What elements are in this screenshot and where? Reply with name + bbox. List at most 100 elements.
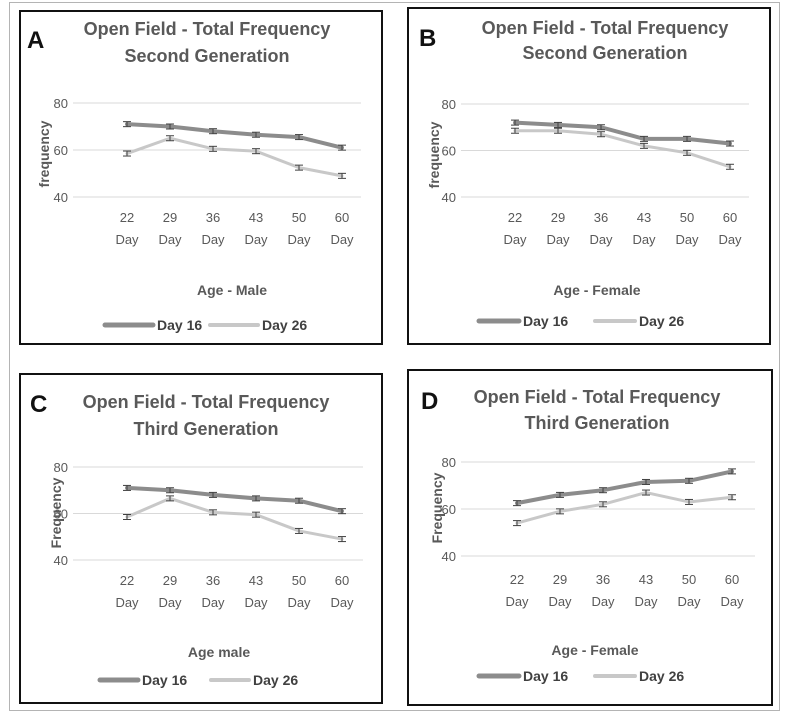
- panel-b-letter: B: [419, 25, 436, 52]
- panel-d-y-axis-label: Frequency: [429, 472, 445, 543]
- panel-b-y-tick-label: 80: [442, 97, 456, 112]
- panel-a-series-line: [125, 136, 344, 178]
- panel-a-x-tick-label: 29: [163, 210, 177, 225]
- panel-c-title: Open Field - Total Frequency: [83, 392, 330, 412]
- panel-c-y-tick-label: 40: [54, 553, 68, 568]
- panel-a-subtitle: Second Generation: [124, 46, 289, 66]
- panel-c-subtitle: Third Generation: [133, 419, 278, 439]
- panel-d-x-tick-unit: Day: [505, 594, 529, 609]
- panel-d-title: Open Field - Total Frequency: [474, 387, 721, 407]
- panel-b-x-axis-label: Age - Female: [553, 282, 640, 298]
- panel-b-x-tick-unit: Day: [546, 232, 570, 247]
- panel-a-x-tick-label: 36: [206, 210, 220, 225]
- panel-c-x-tick-unit: Day: [330, 595, 354, 610]
- panel-b-x-tick-label: 29: [551, 210, 565, 225]
- panel-c-x-tick-label: 50: [292, 573, 306, 588]
- panel-c-x-tick-label: 22: [120, 573, 134, 588]
- panel-c-x-axis-label: Age male: [188, 644, 250, 660]
- panel-a-legend-label: Day 26: [262, 317, 307, 333]
- panel-d-x-tick-label: 22: [510, 572, 524, 587]
- panel-d-x-tick-unit: Day: [591, 594, 615, 609]
- panel-b-x-tick-label: 43: [637, 210, 651, 225]
- panel-a-x-tick-unit: Day: [158, 232, 182, 247]
- panel-b-x-tick-label: 50: [680, 210, 694, 225]
- panel-a-legend-label: Day 16: [157, 317, 202, 333]
- panel-d-series-line: [515, 491, 734, 525]
- panel-b-legend-label: Day 16: [523, 313, 568, 329]
- panel-a-y-tick-label: 80: [54, 96, 68, 111]
- panel-b-series-line: [513, 129, 732, 169]
- figure-frame: [9, 2, 780, 711]
- panel-c-y-tick-label: 60: [54, 507, 68, 522]
- panel-c-x-tick-label: 60: [335, 573, 349, 588]
- panel-a-x-tick-label: 43: [249, 210, 263, 225]
- panel-d-y-tick-label: 60: [442, 502, 456, 517]
- panel-c-x-tick-unit: Day: [158, 595, 182, 610]
- panel-c-x-tick-label: 43: [249, 573, 263, 588]
- panel-d-subtitle: Third Generation: [524, 413, 669, 433]
- panel-b-y-tick-label: 60: [442, 144, 456, 159]
- panel-b-y-axis-label: frequency: [426, 121, 442, 188]
- panel-a-x-tick-unit: Day: [201, 232, 225, 247]
- panel-b-y-tick-label: 40: [442, 190, 456, 205]
- panel-a-y-axis-label: frequency: [36, 120, 52, 187]
- panel-b-subtitle: Second Generation: [522, 43, 687, 63]
- panel-c-series-line: [125, 485, 344, 514]
- panel-d-x-tick-label: 29: [553, 572, 567, 587]
- panel-b-x-tick-label: 36: [594, 210, 608, 225]
- panel-d-x-tick-label: 60: [725, 572, 739, 587]
- panel-a-letter: A: [27, 27, 44, 54]
- panel-a-x-tick-unit: Day: [115, 232, 139, 247]
- panel-b-x-tick-unit: Day: [675, 232, 699, 247]
- panel-b-legend-label: Day 26: [639, 313, 684, 329]
- panel-a-x-tick-label: 60: [335, 210, 349, 225]
- panel-b-title: Open Field - Total Frequency: [482, 18, 729, 38]
- panel-c-x-tick-label: 29: [163, 573, 177, 588]
- panel-a-x-tick-unit: Day: [330, 232, 354, 247]
- panel-d-x-tick-label: 43: [639, 572, 653, 587]
- panel-a-y-tick-label: 40: [54, 190, 68, 205]
- panel-d-legend-label: Day 26: [639, 668, 684, 684]
- panel-c-x-tick-label: 36: [206, 573, 220, 588]
- panel-c-letter: C: [30, 391, 47, 418]
- panel-c-legend-label: Day 16: [142, 672, 187, 688]
- panel-a-x-axis-label: Age - Male: [197, 282, 267, 298]
- panel-d-letter: D: [421, 388, 438, 415]
- panel-d-x-tick-unit: Day: [677, 594, 701, 609]
- panel-d-y-tick-label: 40: [442, 549, 456, 564]
- panel-d-series-line: [515, 469, 734, 506]
- panel-b: B Open Field - Total Frequency Second Gene…: [407, 7, 771, 345]
- panel-c-y-tick-label: 80: [54, 460, 68, 475]
- panel-a-title: Open Field - Total Frequency: [84, 19, 331, 39]
- panel-d-x-tick-unit: Day: [720, 594, 744, 609]
- panel-a-y-tick-label: 60: [54, 143, 68, 158]
- panel-a-x-tick-label: 50: [292, 210, 306, 225]
- panel-c-legend-label: Day 26: [253, 672, 298, 688]
- panel-c: C Open Field - Total Frequency Third Gener…: [19, 373, 383, 704]
- panel-d-x-axis-label: Age - Female: [551, 642, 638, 658]
- panel-b-x-tick-unit: Day: [718, 232, 742, 247]
- panel-c-x-tick-unit: Day: [244, 595, 268, 610]
- panel-b-x-tick-label: 60: [723, 210, 737, 225]
- panel-a-series-line: [125, 122, 344, 150]
- panel-d-x-tick-label: 36: [596, 572, 610, 587]
- panel-c-series-line: [125, 496, 344, 541]
- panel-a-x-tick-label: 22: [120, 210, 134, 225]
- panel-d-x-tick-unit: Day: [548, 594, 572, 609]
- panel-a-x-tick-unit: Day: [244, 232, 268, 247]
- panel-d-legend-label: Day 16: [523, 668, 568, 684]
- panel-b-series-line: [513, 120, 732, 146]
- panel-c-y-axis-label: Frequency: [48, 477, 64, 548]
- panel-b-x-tick-unit: Day: [589, 232, 613, 247]
- panel-a-x-tick-unit: Day: [287, 232, 311, 247]
- panel-c-x-tick-unit: Day: [201, 595, 225, 610]
- panel-c-x-tick-unit: Day: [287, 595, 311, 610]
- panel-d-y-tick-label: 80: [442, 455, 456, 470]
- panel-b-x-tick-label: 22: [508, 210, 522, 225]
- panel-d-x-tick-unit: Day: [634, 594, 658, 609]
- panel-b-x-tick-unit: Day: [503, 232, 527, 247]
- panel-a: A Open Field - Total Frequency Second Gene…: [19, 10, 383, 345]
- panel-d-x-tick-label: 50: [682, 572, 696, 587]
- panel-c-x-tick-unit: Day: [115, 595, 139, 610]
- panel-b-x-tick-unit: Day: [632, 232, 656, 247]
